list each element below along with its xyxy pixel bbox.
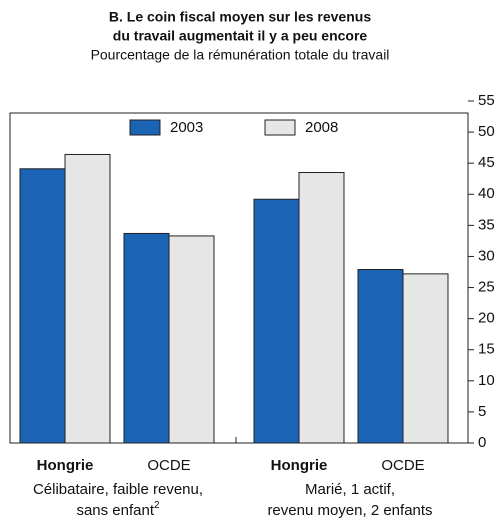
x-tick-label: OCDE: [147, 457, 190, 474]
x-tick-label: Hongrie: [271, 457, 328, 474]
bar: [253, 198, 300, 444]
y-tick-label: 25: [478, 279, 495, 296]
y-tick-label: 5: [478, 403, 486, 420]
y-tick-label: 20: [478, 310, 495, 327]
group-label-text: revenu moyen, 2 enfants: [267, 502, 432, 519]
chart-title: B. Le coin fiscal moyen sur les revenus: [109, 9, 371, 25]
bar: [357, 269, 404, 444]
y-tick-label: 15: [478, 341, 495, 358]
y-tick-label: 35: [478, 216, 495, 233]
group-label: Célibataire, faible revenu,: [33, 481, 203, 498]
group-label: sans enfant2: [76, 500, 160, 519]
y-tick-label: 40: [478, 185, 495, 202]
y-tick-label: 0: [478, 434, 486, 451]
chart-title: du travail augmentait il y a peu encore: [113, 28, 368, 44]
legend-label: 2008: [305, 119, 338, 136]
group-label: revenu moyen, 2 enfants: [267, 502, 432, 519]
bar: [64, 153, 111, 444]
x-tick-label: Hongrie: [37, 457, 94, 474]
chart-subtitle: Pourcentage de la rémunération totale du…: [91, 47, 390, 63]
bar: [402, 273, 449, 444]
footnote-ref: 2: [154, 500, 160, 511]
legend-swatch: [264, 119, 296, 136]
bar: [123, 232, 170, 444]
legend-label: 2003: [170, 119, 203, 136]
bar: [19, 168, 66, 444]
group-label: Marié, 1 actif,: [305, 481, 395, 498]
y-tick-label: 55: [478, 92, 495, 109]
bar: [298, 172, 345, 444]
plot-frame: [9, 112, 469, 444]
group-label-text: sans enfant: [76, 502, 154, 519]
x-tick-label: OCDE: [381, 457, 424, 474]
y-tick-label: 30: [478, 247, 495, 264]
y-tick-label: 45: [478, 154, 495, 171]
bar: [168, 235, 215, 444]
group-label-text: Marié, 1 actif,: [305, 481, 395, 498]
y-tick-label: 10: [478, 372, 495, 389]
y-tick-label: 50: [478, 123, 495, 140]
group-label-text: Célibataire, faible revenu,: [33, 481, 203, 498]
legend-swatch: [129, 119, 161, 136]
